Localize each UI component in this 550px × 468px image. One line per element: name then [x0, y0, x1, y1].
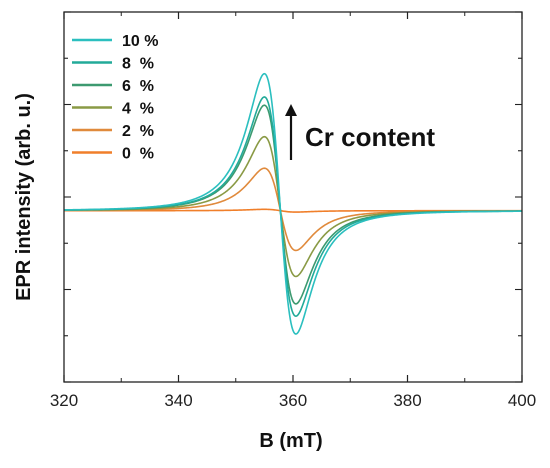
x-axis-ticks: 320 340 360 380 400 — [50, 12, 536, 410]
series-layer — [63, 72, 523, 335]
x-tick-label-400: 400 — [508, 391, 536, 410]
x-tick-label-360: 360 — [279, 391, 307, 410]
legend-label-4-percent: 4 % — [122, 101, 154, 118]
legend-label-10-percent: 10 % — [122, 33, 158, 50]
legend-label-2-percent: 2 % — [122, 123, 154, 140]
annotation-text: Cr content — [305, 122, 435, 152]
y-axis-title: EPR intensity (arb. u.) — [13, 93, 35, 301]
legend-label-0-percent: 0 % — [122, 146, 154, 163]
legend: 10 % 8 % 6 % 4 % 2 % 0 % — [72, 33, 158, 163]
annotation-arrow-head — [285, 104, 297, 116]
legend-label-8-percent: 8 % — [122, 56, 154, 73]
x-tick-label-320: 320 — [50, 391, 78, 410]
series-line-10-percent — [63, 72, 522, 335]
x-axis-title: B (mT) — [259, 430, 322, 452]
y-axis-ticks — [64, 11, 522, 383]
x-tick-label-340: 340 — [164, 391, 192, 410]
x-tick-label-380: 380 — [393, 391, 421, 410]
annotation: Cr content — [285, 104, 435, 160]
plot-background — [64, 12, 522, 382]
plot-area — [64, 12, 522, 382]
legend-label-6-percent: 6 % — [122, 78, 154, 95]
